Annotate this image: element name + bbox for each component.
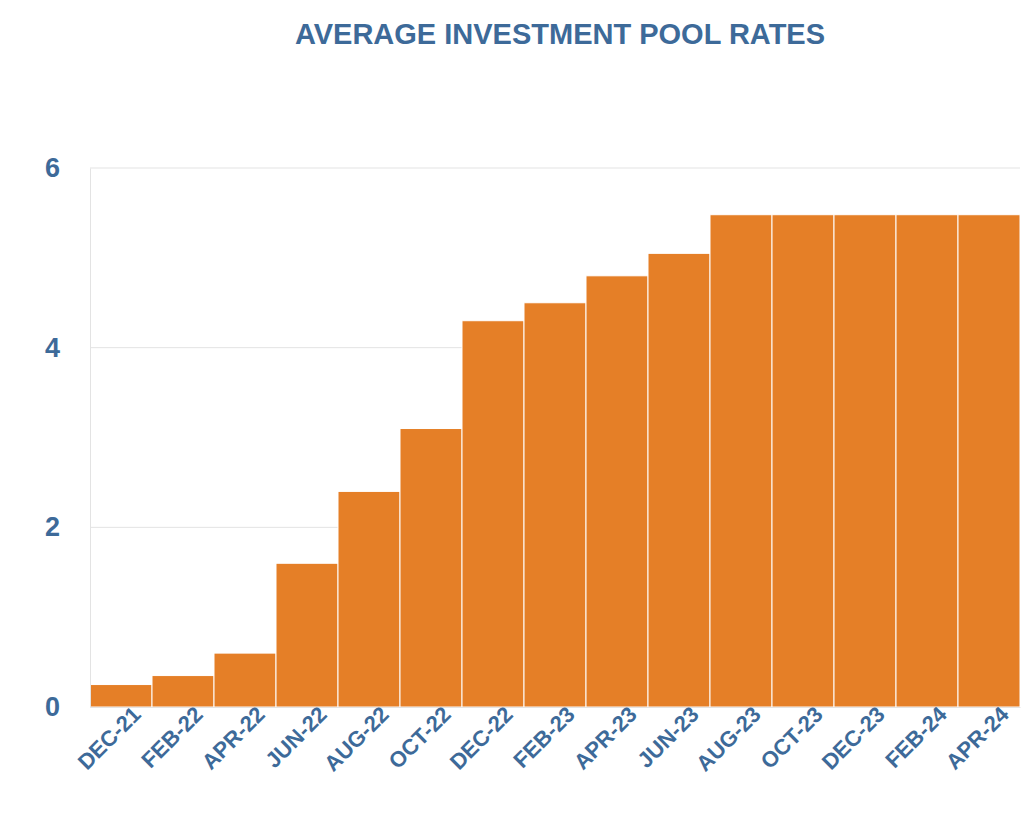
y-axis: 0 2 4 6 (45, 153, 91, 722)
x-tick: APR-24 (941, 701, 1015, 775)
x-tick: DEC-22 (445, 702, 518, 775)
x-tick: DEC-23 (817, 702, 890, 775)
x-tick: OCT-22 (384, 702, 456, 774)
chart: AVERAGE INVESTMENT POOL RATES0246DEC-21F… (0, 0, 1024, 833)
x-tick-label: OCT-23 (756, 702, 828, 774)
x-tick-label: FEB-24 (880, 701, 952, 773)
x-tick-label: FEB-22 (136, 702, 207, 773)
grid (90, 168, 1020, 707)
x-tick-label: AUG-23 (691, 702, 766, 777)
title: AVERAGE INVESTMENT POOL RATES (295, 18, 825, 50)
x-tick-label: DEC-22 (445, 702, 518, 775)
x-tick: JUN-22 (260, 702, 331, 773)
x-tick: FEB-24 (880, 701, 952, 773)
bar (958, 215, 1020, 707)
x-tick-label: DEC-21 (73, 702, 146, 775)
y-tick: 2 (45, 512, 90, 542)
grid-line (90, 168, 1020, 169)
bar (214, 653, 276, 707)
bar (152, 676, 214, 707)
bar (90, 685, 152, 707)
bar (710, 215, 772, 707)
x-tick-label: JUN-22 (260, 702, 331, 773)
x-tick-label: OCT-22 (384, 702, 456, 774)
x-axis: DEC-21FEB-22APR-22JUN-22AUG-22OCT-22DEC-… (73, 701, 1021, 776)
x-tick-label: AUG-22 (319, 702, 394, 777)
bars (90, 215, 1020, 707)
bar (586, 276, 648, 707)
x-tick: APR-22 (197, 702, 270, 775)
bar (896, 215, 958, 707)
bar (400, 429, 462, 707)
y-tick: 6 (45, 153, 90, 183)
x-tick-label: APR-22 (197, 702, 270, 775)
y-tick-label: 4 (45, 333, 60, 363)
x-tick-label: JUN-23 (632, 702, 703, 773)
x-tick: DEC-21 (73, 702, 146, 775)
x-tick-label: DEC-23 (817, 702, 890, 775)
bar (524, 303, 586, 707)
x-tick-label: FEB-23 (508, 702, 579, 773)
x-tick: OCT-23 (756, 702, 828, 774)
x-tick-label: APR-24 (941, 701, 1015, 775)
bar (772, 215, 834, 707)
x-tick-label: APR-23 (569, 702, 642, 775)
x-tick: APR-23 (569, 702, 642, 775)
y-tick: 0 (45, 692, 90, 722)
bar (834, 215, 896, 707)
x-tick: AUG-23 (691, 702, 766, 777)
y-tick-label: 0 (45, 692, 60, 722)
y-tick-label: 6 (45, 153, 60, 183)
bar (462, 321, 524, 707)
bar (338, 491, 400, 707)
x-tick: FEB-23 (508, 702, 579, 773)
x-tick: JUN-23 (632, 702, 703, 773)
bar (648, 253, 710, 707)
x-tick: AUG-22 (319, 702, 394, 777)
bar (276, 563, 338, 707)
y-tick: 4 (45, 333, 90, 363)
y-tick-label: 2 (45, 512, 60, 542)
x-tick: FEB-22 (136, 702, 207, 773)
y-axis-line (90, 169, 91, 708)
